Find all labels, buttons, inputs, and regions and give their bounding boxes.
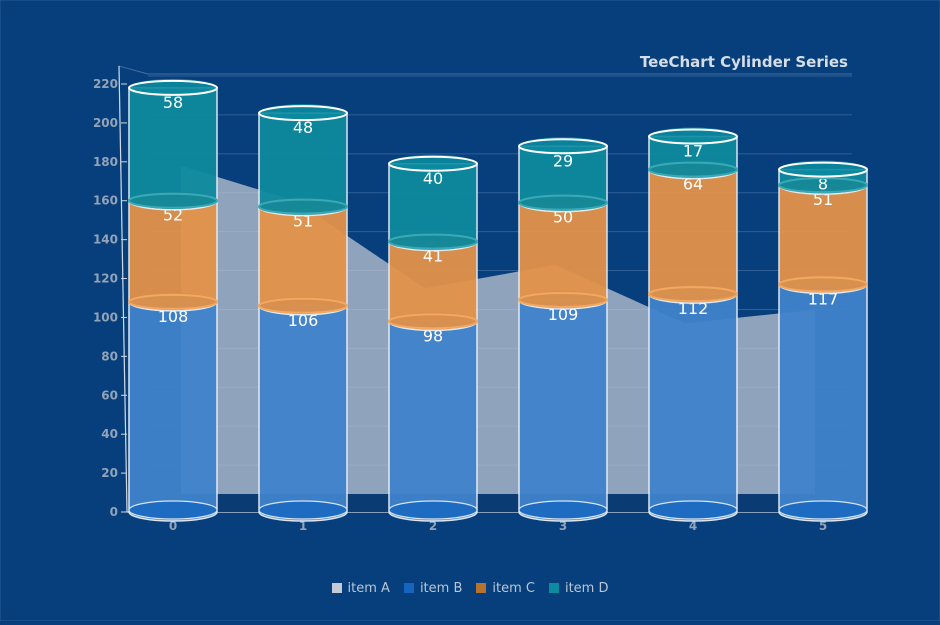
segment-boundary (648, 286, 738, 303)
cylinder-stack: 112 64 17 (648, 127, 738, 522)
data-label: 48 (293, 118, 313, 137)
data-label: 112 (678, 299, 709, 318)
segment-boundary (128, 192, 218, 209)
data-label: 108 (158, 307, 189, 326)
y-axis: 0 20 40 60 80 100 120 140 160 180 200 220 (93, 65, 128, 519)
y-axis-line (118, 65, 128, 513)
segment-boundary (258, 105, 348, 122)
cylinder-segment (648, 293, 738, 522)
segment-boundary (388, 313, 478, 330)
cylinder-cap (519, 137, 607, 156)
cylinder-stack: 98 41 40 (388, 154, 478, 522)
segment-boundary (388, 233, 478, 250)
data-label: 51 (293, 212, 313, 231)
segment-boundary (648, 128, 738, 145)
data-label: 58 (163, 93, 183, 112)
cylinder-base (258, 500, 348, 520)
cylinder-segment (258, 305, 348, 522)
x-tick-label: 0 (169, 519, 177, 533)
cylinder-cap (129, 78, 217, 97)
data-label: 98 (423, 326, 443, 345)
legend-label: item B (419, 580, 463, 596)
cylinder-base (128, 500, 218, 520)
segment-boundary (258, 198, 348, 215)
cylinder-stack: 106 51 48 (258, 104, 348, 522)
legend-swatch (548, 583, 559, 593)
cylinder-segment (778, 283, 868, 522)
cylinder-cap (779, 160, 867, 179)
legend-item: item A (331, 578, 390, 598)
y-tick-label: 120 (93, 272, 118, 286)
data-label: 52 (163, 206, 183, 225)
cylinder-base (388, 500, 478, 520)
x-tick-label: 2 (429, 519, 437, 533)
data-label: 109 (548, 305, 579, 324)
cylinder-stack: 109 50 29 (518, 137, 608, 522)
segment-boundary (518, 291, 608, 308)
data-label: 17 (683, 142, 703, 161)
data-label: 40 (423, 169, 443, 188)
segment-boundary (518, 194, 608, 211)
legend-label: item D (564, 580, 609, 596)
segment-boundary (778, 276, 868, 293)
y-tick-label: 140 (93, 233, 118, 247)
segment-boundary (778, 161, 868, 178)
y-tick-label: 100 (93, 310, 118, 324)
x-tick-label: 4 (689, 519, 697, 533)
data-label: 117 (808, 289, 839, 308)
y-tick-label: 60 (101, 388, 118, 402)
legend-swatch (476, 583, 487, 593)
segment-boundary (128, 293, 218, 310)
x-tick-label: 5 (819, 519, 827, 533)
data-label: 64 (683, 175, 703, 194)
y-tick-label: 20 (101, 466, 118, 480)
cylinder-stack: 117 518 (778, 160, 868, 522)
segment-boundary (388, 155, 478, 172)
cylinder-cap (259, 104, 347, 123)
legend-label: item A (347, 580, 390, 596)
y-tick-label: 220 (93, 77, 118, 91)
data-label: 51 (813, 190, 833, 209)
segment-boundary (258, 297, 348, 314)
segment-boundary (648, 161, 738, 178)
y-tick-label: 200 (93, 116, 118, 130)
legend-item: item D (548, 578, 609, 598)
data-label: 106 (288, 311, 319, 330)
legend-swatch (403, 583, 414, 593)
legend-swatch (331, 583, 342, 593)
cylinder-segment (128, 301, 218, 522)
y-tick-label: 40 (101, 427, 118, 441)
data-label: 8 (818, 175, 828, 194)
cylinder-segment (388, 320, 478, 522)
cylinder-cap (649, 127, 737, 146)
data-label: 50 (553, 208, 573, 227)
segment-boundary (778, 177, 868, 194)
cylinder-segment (518, 299, 608, 522)
chart-title: TeeChart Cylinder Series (640, 53, 848, 71)
segment-boundary (518, 138, 608, 155)
cylinder-base (778, 500, 868, 520)
cylinder-base (518, 500, 608, 520)
cylinder-cap (389, 154, 477, 173)
x-tick-label: 3 (559, 519, 567, 533)
y-tick-label: 180 (93, 155, 118, 169)
segment-boundary (128, 79, 218, 96)
y-tick-label: 80 (101, 349, 118, 363)
data-label: 41 (423, 247, 443, 266)
legend-label: item C (492, 580, 535, 596)
legend: item A item B item C item D (0, 578, 940, 598)
legend-item: item B (403, 578, 463, 598)
cylinder-base (648, 500, 738, 520)
data-label: 29 (553, 151, 573, 170)
y-tick-label: 0 (110, 505, 118, 519)
x-tick-label: 1 (299, 519, 307, 533)
legend-item: item C (476, 578, 535, 598)
y-tick-label: 160 (93, 194, 118, 208)
cylinder-stack: 108 52 58 (128, 78, 218, 522)
